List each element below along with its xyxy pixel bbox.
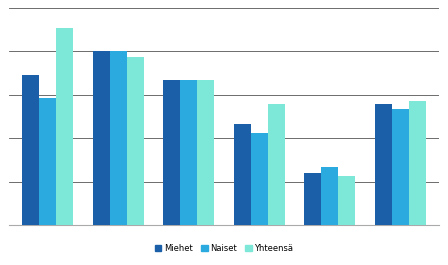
Bar (39, 98, 56, 225)
Bar (56, 28, 73, 225)
Bar (251, 132, 268, 225)
Bar (180, 80, 197, 225)
Bar (93, 51, 110, 225)
Bar (375, 104, 392, 225)
Bar (409, 101, 426, 225)
Bar (304, 173, 321, 225)
Bar (22, 74, 39, 225)
Bar (110, 51, 127, 225)
Bar (197, 80, 214, 225)
Bar (127, 57, 144, 225)
Bar (234, 124, 251, 225)
Bar (321, 167, 338, 225)
Bar (164, 80, 180, 225)
Bar (268, 104, 284, 225)
Bar (392, 109, 409, 225)
Legend: Miehet, Naiset, Yhteensä: Miehet, Naiset, Yhteensä (151, 240, 297, 256)
Bar (338, 176, 355, 225)
